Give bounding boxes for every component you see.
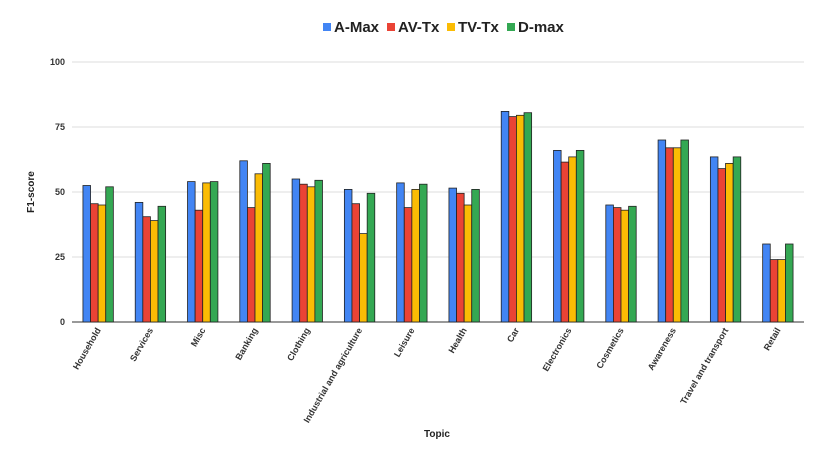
bar-tv-tx: [620, 209, 629, 323]
x-tick-label: Services: [128, 326, 155, 363]
bar-d-max: [209, 181, 219, 323]
bar-d-max: [680, 139, 689, 323]
legend-label: A-Max: [334, 19, 380, 36]
legend-label: AV-Tx: [398, 19, 440, 36]
bar-av-tx: [194, 209, 204, 323]
bar-d-max: [262, 162, 271, 323]
x-tick-label: Household: [71, 326, 103, 371]
legend-label: D-max: [518, 19, 565, 36]
legend-swatch: [387, 23, 395, 31]
x-tick-label: Clothing: [285, 326, 312, 363]
bar-av-tx: [456, 192, 465, 323]
x-tick-label: Car: [505, 326, 521, 344]
legend-item: AV-Tx: [387, 19, 440, 36]
bar-a-max: [82, 185, 91, 323]
bar-tv-tx: [202, 182, 211, 323]
bar-av-tx: [560, 161, 570, 323]
bar-a-max: [657, 139, 667, 323]
bar-av-tx: [769, 259, 779, 323]
bar-d-max: [732, 156, 742, 323]
bar-d-max: [314, 179, 323, 323]
x-tick-label: Leisure: [392, 326, 417, 359]
bar-a-max: [396, 182, 405, 323]
bar-av-tx: [508, 116, 517, 323]
bar-d-max: [471, 188, 480, 323]
bar-av-tx: [403, 207, 413, 323]
bar-av-tx: [613, 207, 622, 323]
bar-tv-tx: [97, 204, 107, 323]
legend-label: TV-Tx: [458, 19, 499, 36]
bar-d-max: [575, 149, 585, 323]
legend-swatch: [323, 23, 331, 31]
x-tick-label: Industrial and agriculture: [302, 326, 365, 425]
bar-d-max: [366, 192, 376, 323]
bar-a-max: [709, 156, 719, 323]
bar-a-max: [500, 111, 510, 323]
bar-tv-tx: [306, 186, 316, 323]
bar-d-max: [628, 205, 637, 323]
bar-av-tx: [717, 168, 726, 323]
x-axis-title: Topic: [424, 429, 450, 440]
bar-tv-tx: [516, 114, 525, 323]
x-tick-label: Awareness: [646, 326, 678, 372]
bar-tv-tx: [359, 233, 368, 323]
x-tick-label: Banking: [233, 326, 259, 362]
legend: A-Max AV-Tx TV-Tx D-max: [323, 19, 565, 36]
bar-a-max: [762, 243, 771, 323]
bar-av-tx: [665, 147, 674, 323]
x-tick-label: Travel and transport: [678, 326, 730, 406]
y-tick-label: 100: [50, 57, 65, 67]
bar-a-max: [553, 149, 562, 323]
bar-tv-tx: [672, 147, 682, 323]
x-tick-label: Electronics: [541, 326, 574, 373]
bar-av-tx: [246, 207, 256, 323]
bar-av-tx: [90, 203, 99, 323]
x-tick-label: Cosmetics: [594, 326, 625, 370]
x-tick-label: Misc: [189, 326, 208, 348]
bar-d-max: [785, 243, 794, 323]
bar-a-max: [134, 201, 144, 323]
legend-item: A-Max: [323, 19, 380, 36]
bar-av-tx: [351, 203, 360, 323]
legend-item: D-max: [507, 19, 565, 36]
bar-a-max: [605, 204, 614, 323]
legend-swatch: [447, 23, 455, 31]
y-tick-label: 25: [55, 252, 65, 262]
x-tick-label: Health: [446, 326, 468, 355]
legend-item: TV-Tx: [447, 19, 499, 36]
bar-av-tx: [142, 216, 151, 323]
bar-a-max: [187, 181, 196, 323]
legend-swatch: [507, 23, 515, 31]
bar-av-tx: [299, 183, 308, 323]
bar-a-max: [239, 160, 248, 323]
bar-d-max: [419, 183, 428, 323]
x-tick-label: Retail: [762, 326, 783, 352]
bar-tv-tx: [463, 204, 473, 323]
y-tick-label: 75: [55, 122, 65, 132]
bar-tv-tx: [254, 173, 263, 323]
bar-d-max: [157, 205, 167, 323]
bar-tv-tx: [150, 220, 159, 323]
bar-a-max: [343, 188, 353, 323]
bar-tv-tx: [568, 156, 577, 323]
bar-tv-tx: [411, 188, 420, 323]
bar-tv-tx: [777, 259, 786, 323]
bar-a-max: [291, 178, 301, 323]
bar-tv-tx: [725, 162, 734, 323]
bar-d-max: [523, 112, 533, 323]
y-tick-label: 50: [55, 187, 65, 197]
y-tick-label: 0: [60, 317, 65, 327]
bar-d-max: [105, 186, 114, 323]
bars: [82, 111, 794, 323]
grid: [72, 61, 804, 323]
bar-a-max: [448, 187, 457, 323]
y-axis-title: F1-score: [26, 171, 37, 213]
